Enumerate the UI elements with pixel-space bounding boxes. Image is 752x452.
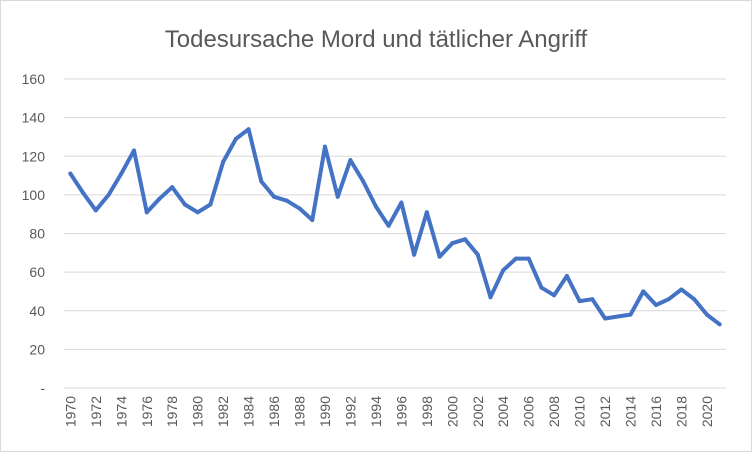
x-tick-label: 2002 [470,396,486,427]
data-point [526,256,531,261]
x-tick-label: 1970 [62,396,78,427]
data-point [322,144,327,149]
x-tick-label: 2004 [495,396,511,427]
series-layer [68,127,722,327]
data-point [513,256,518,261]
data-point [679,287,684,292]
data-point [450,241,455,246]
data-point [666,297,671,302]
data-point [437,254,442,259]
x-tick-label: 2016 [648,396,664,427]
data-point [68,171,73,176]
x-tick-label: 1984 [241,396,257,427]
x-tick-label: 1986 [266,396,282,427]
data-point [259,179,264,184]
data-point [348,158,353,163]
data-point [539,285,544,290]
data-point [475,252,480,257]
data-point [208,202,213,207]
x-axis-tick-labels: 1970 1972 1974 1976 1978 1980 1982 1984 1986 1988… [62,396,715,427]
data-point [590,297,595,302]
data-point [564,273,569,278]
gridlines [64,78,726,389]
x-tick-label: 1998 [419,396,435,427]
y-tick-label: 60 [29,264,45,280]
data-point [93,208,98,213]
data-point [119,171,124,176]
data-point [195,210,200,215]
data-point [310,217,315,222]
data-point [704,312,709,317]
x-tick-label: 2008 [546,396,562,427]
chart-title: Todesursache Mord und tätlicher Angriff [165,26,588,53]
data-point [386,223,391,228]
data-point [221,160,226,165]
y-tick-label: 160 [22,71,46,87]
data-point [577,299,582,304]
data-point [157,196,162,201]
data-point [361,179,366,184]
x-tick-label: 2000 [444,396,460,427]
y-tick-label: 80 [29,226,45,242]
y-tick-label: 140 [22,110,46,126]
data-point [653,302,658,307]
data-point [463,237,468,242]
data-point [246,127,251,132]
data-point [412,252,417,257]
x-tick-label: 1974 [113,396,129,427]
x-tick-label: 2006 [521,396,537,427]
data-point [233,136,238,141]
data-point [144,210,149,215]
x-tick-label: 1972 [88,396,104,427]
x-tick-label: 1988 [292,396,308,427]
x-tick-label: 1990 [317,396,333,427]
data-point [424,210,429,215]
data-point [603,316,608,321]
x-tick-label: 1994 [368,396,384,427]
data-point [284,198,289,203]
data-point [399,200,404,205]
x-tick-label: 1992 [342,396,358,427]
x-tick-label: 1976 [139,396,155,427]
data-point [488,295,493,300]
x-tick-label: 2010 [572,396,588,427]
x-tick-label: 2020 [699,396,715,427]
x-tick-label: 2018 [673,396,689,427]
y-tick-label: 20 [29,341,45,357]
data-point [552,293,557,298]
data-point [628,312,633,317]
data-point [272,194,277,199]
x-tick-label: 2014 [623,396,639,427]
x-tick-label: 1978 [164,396,180,427]
data-point [81,190,86,195]
data-point [106,192,111,197]
data-point [170,185,175,190]
data-point [717,322,722,327]
data-point [182,202,187,207]
data-point [335,194,340,199]
data-point [297,206,302,211]
y-tick-label: 40 [29,303,45,319]
data-point [373,204,378,209]
data-point [615,314,620,319]
x-tick-label: 2012 [597,396,613,427]
data-point [641,289,646,294]
y-tick-label: 100 [22,187,46,203]
series-line [68,127,722,327]
x-tick-label: 1982 [215,396,231,427]
y-axis-tick-labels: - 20 40 60 80 100 120 140 160 [22,71,46,396]
y-tick-label: 120 [22,148,46,164]
data-point [132,148,137,153]
x-tick-label: 1980 [190,396,206,427]
y-tick-label: - [40,380,45,396]
data-point [692,297,697,302]
x-tick-label: 1996 [393,396,409,427]
data-point [501,268,506,273]
